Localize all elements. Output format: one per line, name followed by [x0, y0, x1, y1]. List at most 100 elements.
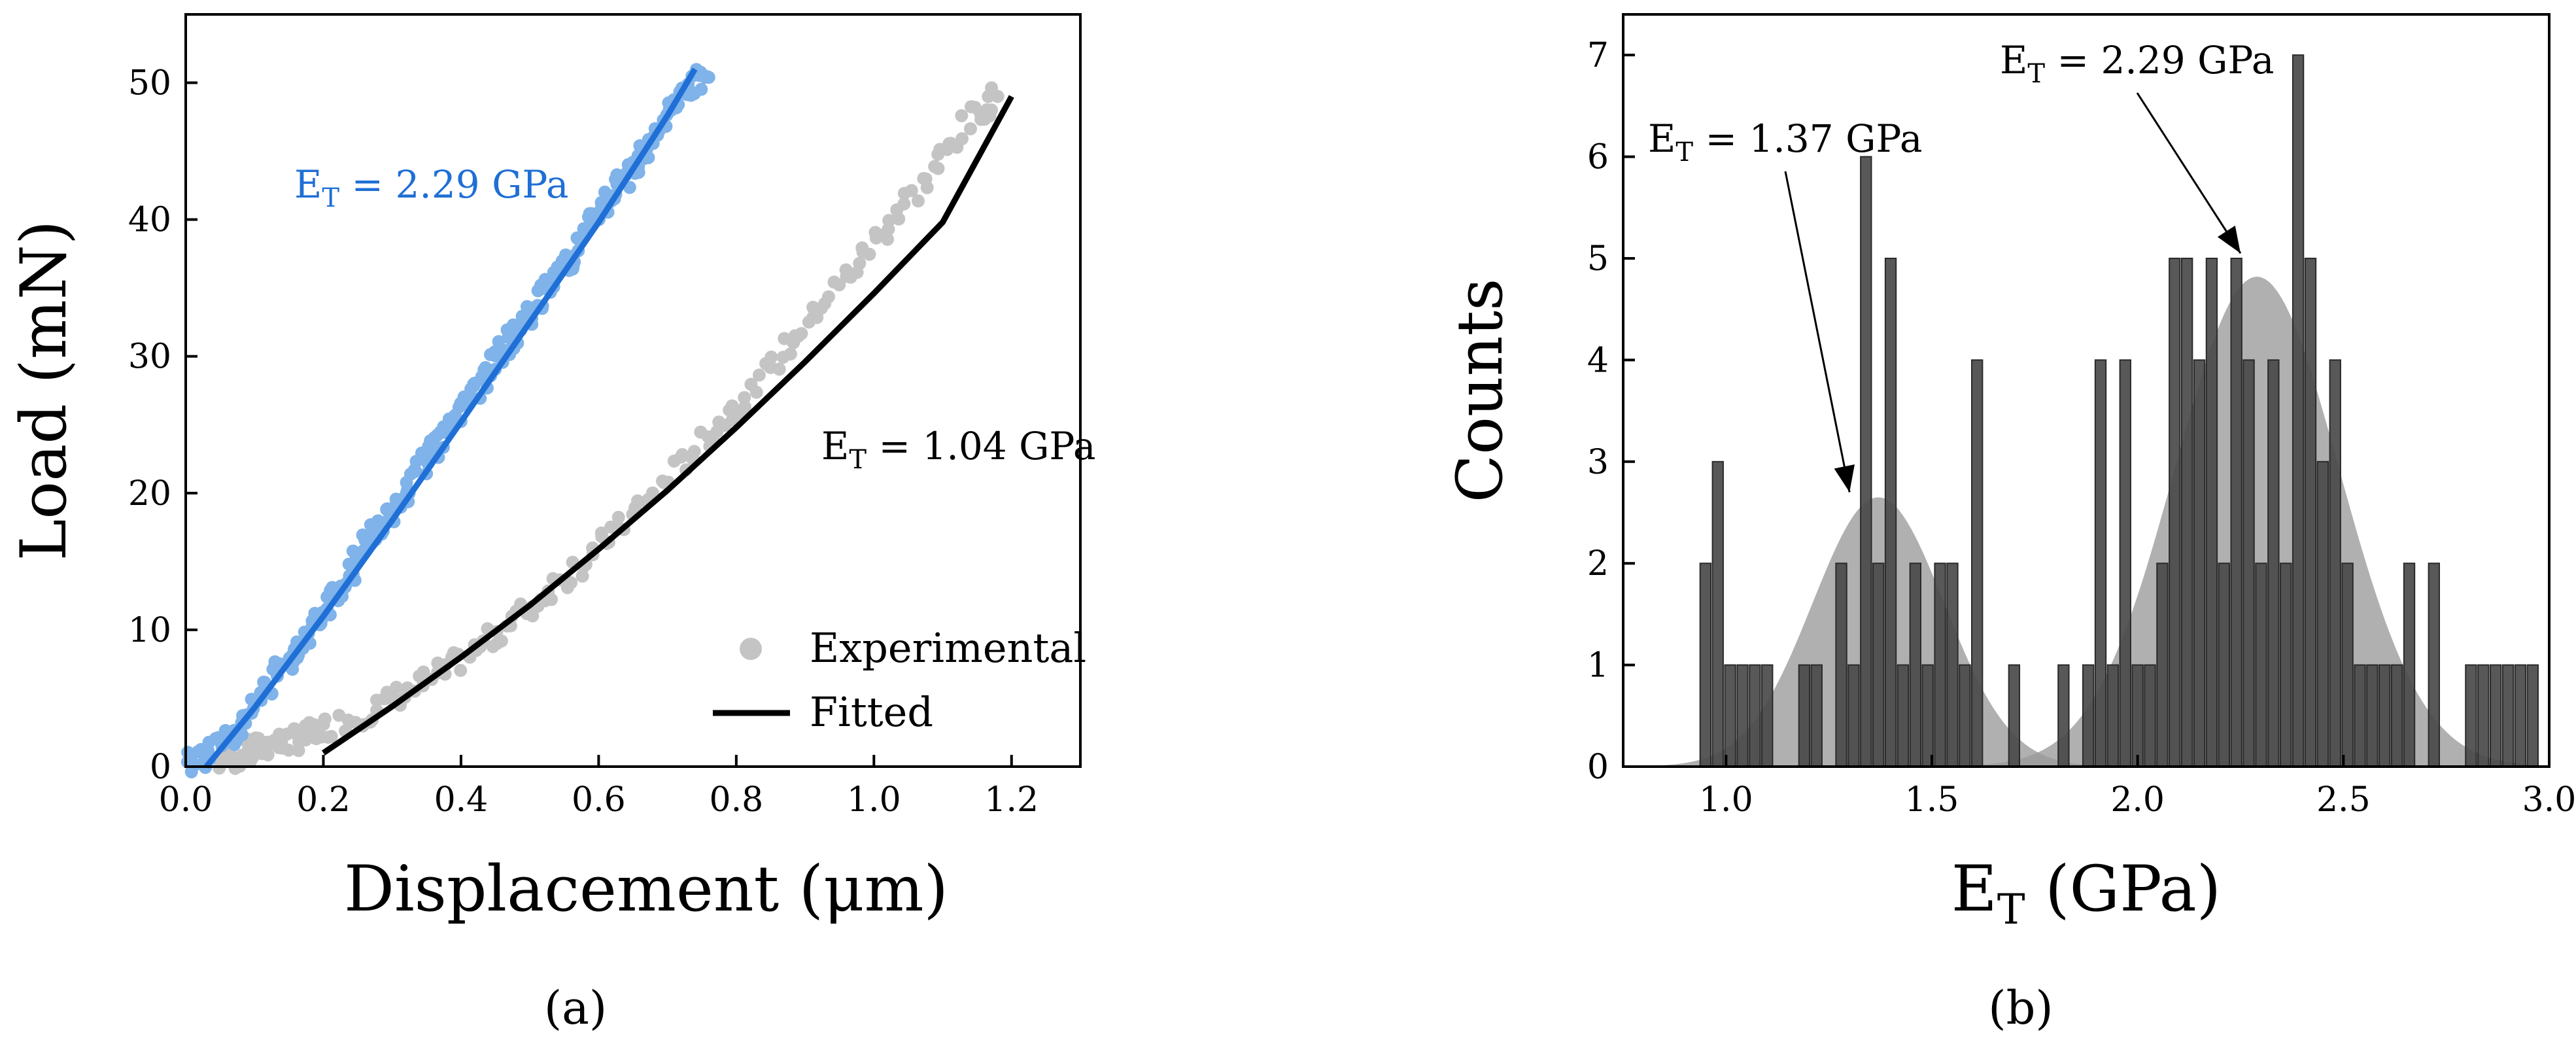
- histogram-bar: [2465, 664, 2477, 768]
- experimental-point: [575, 569, 589, 583]
- experimental-point: [882, 214, 896, 228]
- experimental-point: [390, 680, 404, 694]
- histogram-bar: [1897, 664, 1910, 768]
- histogram-bar: [2490, 664, 2502, 768]
- experimental-point: [772, 362, 786, 376]
- histogram-bar: [2403, 563, 2416, 768]
- panel-a-legend: Experimental Fitted: [713, 624, 1086, 736]
- y-tick-label: 1: [1587, 646, 1609, 686]
- x-tick-label: 2.0: [2110, 780, 2165, 820]
- y-tick-label: 20: [128, 474, 171, 513]
- legend-label-fitted: Fitted: [810, 688, 933, 736]
- panel-b-plot-frame: [1622, 13, 2550, 768]
- panel-b-annotation-arrows: [1784, 92, 2242, 493]
- histogram-bar: [2106, 664, 2120, 768]
- y-tick-label: 40: [128, 201, 171, 240]
- panel-b-histogram-bars: [1699, 54, 2539, 768]
- histogram-bar: [1761, 664, 1774, 768]
- y-tick-label: 30: [128, 338, 171, 377]
- experimental-point: [853, 256, 867, 270]
- x-tick-label: 0.6: [572, 780, 626, 820]
- histogram-bar: [2292, 54, 2305, 768]
- histogram-bar: [2280, 563, 2292, 768]
- histogram-bar: [1872, 563, 1885, 768]
- histogram-bar: [2267, 359, 2280, 767]
- histogram-bar: [2255, 563, 2267, 768]
- x-tick-label: 1.5: [1905, 780, 1959, 820]
- annotation-arrow-1-head: [1834, 464, 1855, 493]
- experimental-point: [309, 732, 323, 746]
- histogram-bar: [2341, 563, 2354, 768]
- histogram-bar: [2131, 664, 2144, 768]
- histogram-bar: [2354, 664, 2366, 768]
- experimental-point: [991, 90, 1005, 103]
- blue-experimental-point: [702, 71, 715, 84]
- histogram-bar: [1971, 359, 1984, 767]
- x-tick-label: 0.0: [159, 780, 213, 820]
- histogram-bar: [2057, 664, 2070, 768]
- experimental-point: [526, 609, 540, 623]
- histogram-bar: [1810, 664, 1823, 768]
- x-tick-label: 2.5: [2316, 780, 2371, 820]
- histogram-bar: [2156, 563, 2169, 768]
- histogram-bar: [2379, 664, 2391, 768]
- experimental-point: [764, 350, 778, 364]
- blue-experimental-point: [371, 514, 385, 528]
- histogram-bar: [2526, 664, 2539, 768]
- histogram-bar: [1699, 563, 1712, 768]
- histogram-bar: [2205, 257, 2218, 767]
- panel-a-annotation-black: ET = 1.04 GPa: [821, 424, 1095, 475]
- histogram-bar: [2477, 664, 2490, 768]
- panel-a-plot-frame: [184, 13, 1082, 768]
- x-tick-label: 1.2: [984, 780, 1039, 820]
- blue-experimental-point: [191, 745, 205, 759]
- panel-a-fitted-line: [321, 95, 1014, 755]
- experimental-point: [594, 526, 608, 540]
- experimental-point: [881, 232, 895, 246]
- histogram-bar: [1921, 664, 1934, 768]
- experimental-point: [564, 576, 578, 589]
- x-tick-label: 3.0: [2522, 780, 2576, 820]
- experimental-point: [955, 132, 969, 146]
- histogram-bar: [2390, 664, 2403, 768]
- panel-b-y-axis-label: Counts: [1443, 279, 1517, 503]
- panel-label-a: (a): [544, 981, 607, 1035]
- y-tick-label: 0: [1587, 748, 1609, 787]
- experimental-point: [611, 510, 625, 524]
- panel-a-y-axis-label: Load (mN): [7, 220, 80, 561]
- histogram-bar: [1711, 460, 1724, 768]
- legend-label-experimental: Experimental: [810, 624, 1086, 672]
- experimental-point: [752, 368, 766, 382]
- experimental-point: [904, 184, 918, 198]
- panel-label-b: (b): [1988, 981, 2053, 1035]
- experimental-point: [964, 122, 978, 135]
- experimental-point: [955, 109, 969, 122]
- histogram-bar: [2008, 664, 2021, 768]
- experimental-point: [795, 326, 808, 340]
- annotation-arrow-2-head: [2217, 225, 2241, 254]
- histogram-bar: [1934, 563, 1946, 768]
- annotation-arrow-2: [2136, 92, 2242, 254]
- x-tick-label: 0.2: [296, 780, 351, 820]
- experimental-point: [738, 400, 752, 414]
- histogram-bar: [1749, 664, 1761, 768]
- histogram-bar: [2501, 664, 2515, 768]
- experimental-point: [307, 718, 321, 731]
- histogram-bar: [2094, 359, 2107, 767]
- histogram-bar: [1884, 257, 1897, 767]
- legend-marker-experimental: [740, 638, 762, 660]
- blue-experimental-point: [695, 82, 708, 96]
- y-tick-label: 3: [1587, 443, 1609, 482]
- experimental-point: [821, 290, 835, 304]
- histogram-bar: [1736, 664, 1749, 768]
- y-tick-label: 5: [1587, 239, 1609, 279]
- experimental-point: [897, 197, 911, 211]
- histogram-bar: [2428, 563, 2440, 768]
- histogram-bar: [1860, 156, 1872, 767]
- y-tick-label: 0: [150, 748, 171, 787]
- histogram-bar: [2316, 460, 2329, 768]
- blue-experimental-point: [610, 168, 624, 182]
- x-tick-label: 0.4: [434, 780, 489, 820]
- panel-a-x-axis-label: Displacement (μm): [344, 852, 948, 926]
